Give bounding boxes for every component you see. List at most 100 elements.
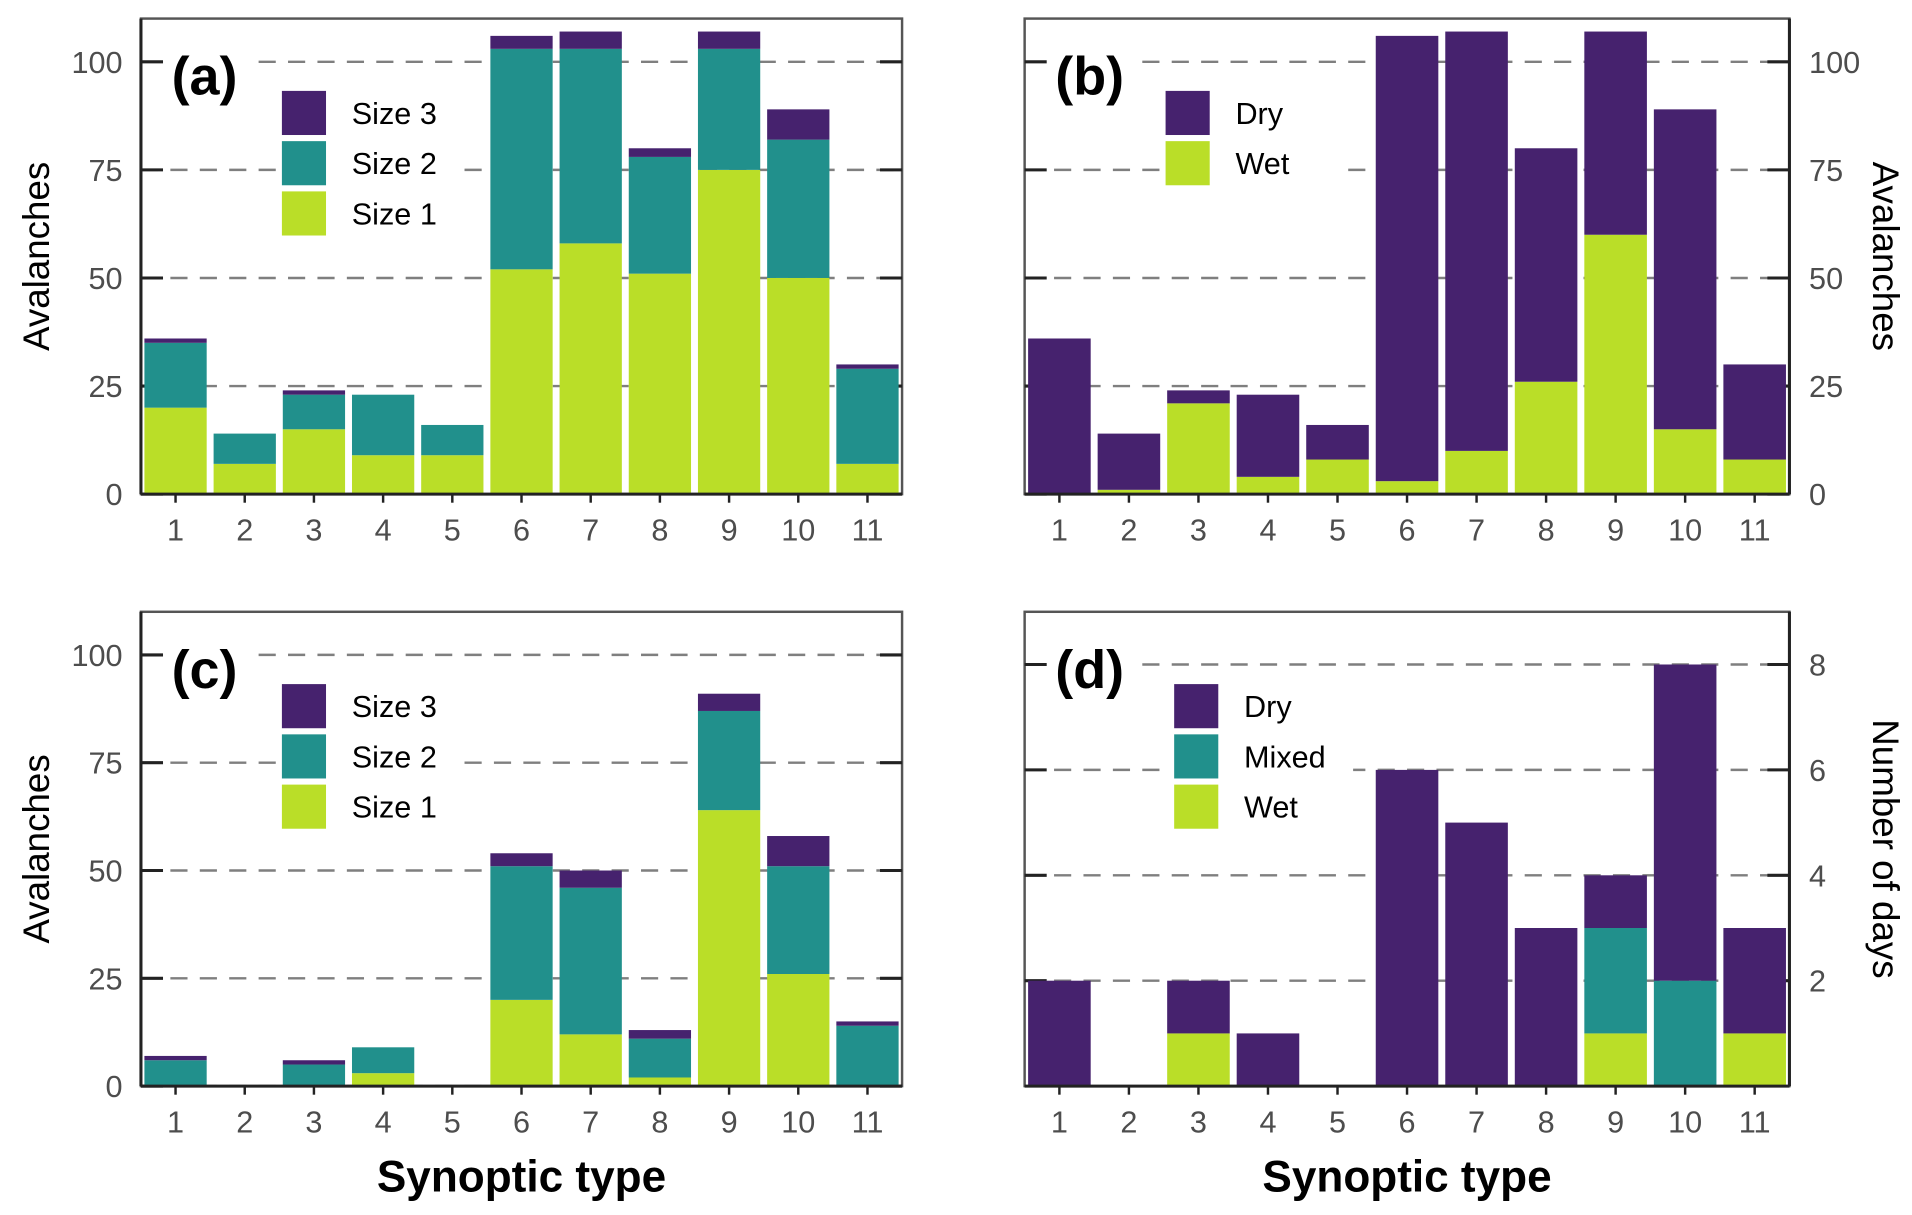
y-tick-label: 75 [88,154,122,188]
x-tick-label: 4 [375,1106,392,1140]
y-tick-label: 0 [106,478,123,512]
bar-dry [1236,1033,1300,1087]
y-axis-title: Avalanches [1865,162,1906,351]
x-tick-label: 8 [1538,1106,1555,1140]
x-tick-label: 9 [1607,514,1624,548]
bar-wet [1236,476,1300,495]
bar-size-3 [490,853,553,867]
bar-size-2 [836,368,899,464]
bar-dry [1584,31,1647,235]
panel-d: 1 2 3 4 5 6 7 8 9 10 11 2 4 6 8 Number of days Synoptic … [1023,610,1906,1202]
legend-label: Wet [1244,791,1298,825]
x-tick-label: 1 [1051,1106,1068,1140]
y-tick-label: 6 [1809,754,1826,788]
y-tick-label: 0 [106,1070,123,1104]
y-tick-label: 25 [1809,370,1843,404]
bar-size-1 [282,429,346,495]
panel-label: (c) [172,640,238,700]
bar-dry [1306,424,1369,460]
panel-label-bg [1051,40,1140,110]
bar-size-2 [697,48,761,170]
bar-size-1 [628,273,692,495]
bar-dry [1167,390,1230,404]
bar-size-3 [697,693,761,711]
bar-dry [1167,980,1230,1034]
legend-label: Size 2 [352,740,437,774]
panel-label-bg [1051,633,1140,703]
legend-swatch [281,784,327,829]
y-tick-label: 8 [1809,649,1826,683]
bar-wet [1723,1033,1786,1087]
bar-dry [1514,148,1578,382]
bar-size-1 [697,169,761,495]
panel-label-bg [167,40,257,110]
bar-wet [1167,1033,1230,1087]
y-tick-label: 100 [71,46,122,80]
x-tick-label: 5 [444,1106,461,1140]
x-tick-label: 10 [1668,1106,1702,1140]
bar-size-1 [628,1077,692,1087]
bar-size-1 [697,810,761,1087]
bar-size-3 [767,109,830,140]
bar-size-3 [697,31,761,49]
bar-dry [1375,769,1439,1087]
x-tick-label: 9 [1607,1106,1624,1140]
legend-swatch [1174,734,1219,779]
x-tick-label: 2 [1120,1106,1137,1140]
panel-label: (b) [1055,47,1124,107]
x-tick-label: 9 [721,1106,738,1140]
y-tick-label: 0 [1809,478,1826,512]
y-tick-label: 25 [88,370,122,404]
bar-wet [1653,429,1717,495]
x-tick-label: 1 [167,1106,184,1140]
bar-size-3 [628,148,692,157]
y-axis-title: Number of days [1865,719,1906,978]
bar-dry [1514,928,1578,1087]
bar-wet [1514,381,1578,495]
bar-dry [1028,338,1091,495]
bar-dry [1375,35,1439,482]
bar-size-1 [351,1073,415,1087]
legend-label: Dry [1235,97,1283,131]
x-tick-label: 2 [1120,514,1137,548]
bar-size-1 [767,974,830,1087]
bar-size-3 [767,836,830,867]
legend-label: Size 3 [352,97,437,131]
bar-dry [1653,664,1717,981]
bar-size-1 [490,269,553,495]
legend-swatch [281,191,327,236]
bar-size-1 [213,463,276,495]
x-tick-label: 5 [1329,514,1346,548]
bar-size-2 [282,394,346,430]
x-tick-label: 1 [1051,514,1068,548]
x-tick-label: 11 [852,514,884,548]
y-tick-label: 50 [1809,262,1843,296]
bar-size-3 [282,1060,346,1065]
x-tick-label: 6 [513,514,530,548]
panel-label-bg [167,633,257,703]
legend-swatch [281,90,327,136]
x-tick-label: 4 [1259,514,1276,548]
bar-size-1 [144,407,207,495]
x-tick-label: 3 [305,514,322,548]
panel-label: (d) [1055,640,1124,700]
bar-size-2 [213,433,276,464]
x-tick-label: 3 [1190,1106,1207,1140]
legend-label: Mixed [1244,740,1326,774]
x-tick-label: 5 [1329,1106,1346,1140]
bar-size-2 [836,1025,899,1087]
bar-mixed [1584,928,1647,1034]
bar-size-1 [351,455,415,495]
bar-wet [1167,403,1230,495]
x-tick-label: 11 [1739,1106,1771,1140]
bar-wet [1445,450,1508,495]
x-tick-label: 4 [375,514,392,548]
legend-swatch [281,684,327,729]
bar-size-3 [490,35,553,49]
legend-label: Size 1 [352,197,437,231]
bar-dry [1584,875,1647,929]
bar-dry [1097,433,1161,490]
legend-label: Size 3 [352,690,437,724]
bar-size-2 [559,48,622,244]
legend-label: Size 1 [352,791,437,825]
